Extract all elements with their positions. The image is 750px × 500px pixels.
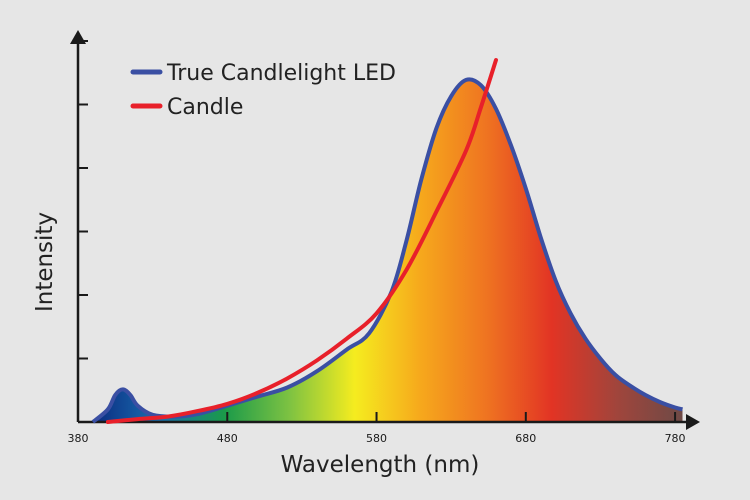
x-tick-label: 480 bbox=[217, 432, 238, 445]
y-axis-title: Intensity bbox=[32, 212, 58, 312]
x-axis-arrow-icon bbox=[686, 414, 700, 430]
x-tick-label: 780 bbox=[665, 432, 686, 445]
series-line-led bbox=[91, 77, 683, 424]
legend-label-candle: Candle bbox=[167, 95, 243, 120]
x-tick-label: 680 bbox=[515, 432, 536, 445]
x-tick-label: 380 bbox=[68, 432, 89, 445]
legend-label-led: True Candlelight LED bbox=[166, 61, 396, 86]
series-line-candle bbox=[105, 58, 498, 424]
x-axis-title: Wavelength (nm) bbox=[281, 452, 480, 478]
y-ticks bbox=[78, 40, 88, 360]
x-tick-label: 580 bbox=[366, 432, 387, 445]
x-ticks: 380 480 580 680 780 bbox=[68, 412, 686, 445]
legend: True Candlelight LED Candle bbox=[130, 61, 396, 120]
